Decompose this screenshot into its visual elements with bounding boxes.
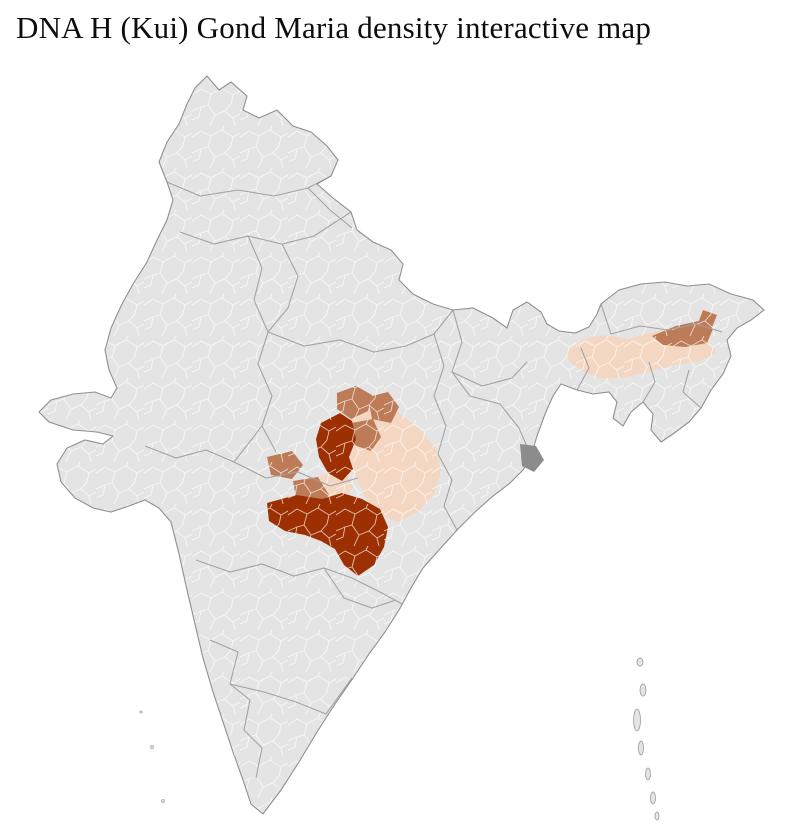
india-outline bbox=[38, 75, 765, 815]
andaman-islands[interactable] bbox=[633, 657, 660, 821]
state-border-lines bbox=[144, 175, 723, 779]
urban-district-patch[interactable] bbox=[520, 444, 544, 472]
lakshadweep-islands[interactable] bbox=[139, 710, 165, 803]
page-title: DNA H (Kui) Gond Maria density interacti… bbox=[16, 10, 652, 45]
